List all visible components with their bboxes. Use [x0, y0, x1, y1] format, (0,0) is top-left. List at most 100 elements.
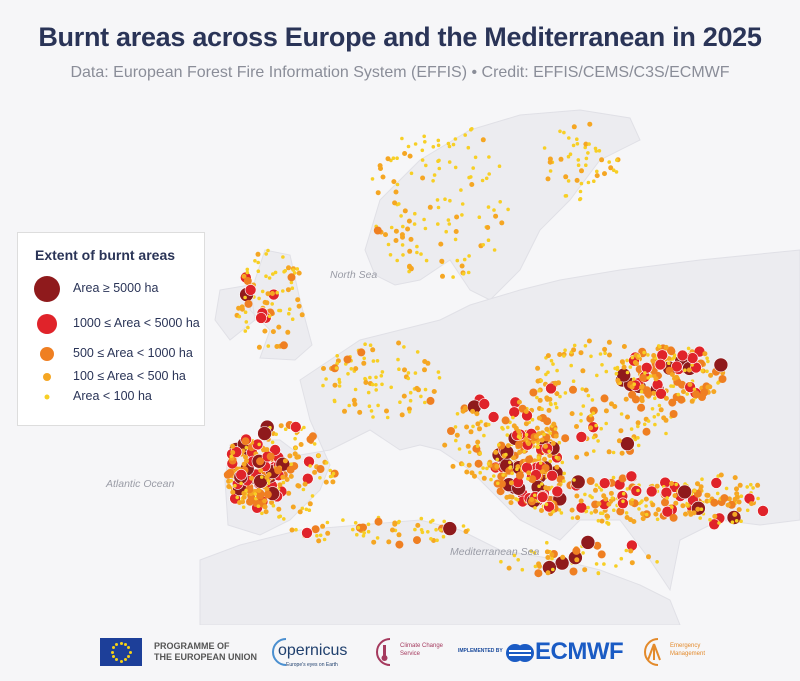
- fire-dot: [529, 549, 534, 553]
- fire-dot: [658, 345, 662, 349]
- fire-dot: [560, 460, 565, 465]
- fire-dot: [447, 222, 452, 226]
- fire-dot: [705, 356, 709, 361]
- fire-dot: [273, 270, 278, 275]
- fire-dot: [533, 493, 537, 498]
- fire-dot: [614, 170, 619, 174]
- fire-dot: [312, 469, 318, 475]
- fire-dot: [749, 501, 754, 507]
- fire-dot: [596, 518, 601, 523]
- fire-dot: [402, 367, 407, 373]
- fire-dot: [262, 447, 268, 453]
- fire-dot: [389, 385, 394, 390]
- fire-dot: [337, 384, 342, 388]
- fire-dot: [460, 462, 465, 467]
- page-subtitle: Data: European Forest Fire Information S…: [70, 64, 730, 81]
- fire-dot: [600, 363, 604, 367]
- fire-dot: [611, 168, 616, 172]
- fire-dot: [630, 355, 635, 360]
- fire-dot: [280, 474, 286, 480]
- fire-dot: [289, 462, 294, 467]
- fire-dot: [562, 354, 566, 358]
- fire-dot: [243, 277, 252, 285]
- fire-dot: [529, 388, 538, 397]
- fire-dot: [486, 422, 491, 427]
- fire-dot: [691, 510, 697, 516]
- fire-dot: [554, 455, 559, 460]
- fire-dot: [625, 370, 630, 375]
- fire-dot: [447, 427, 455, 435]
- fire-dot: [392, 200, 398, 206]
- fire-dot: [602, 171, 607, 177]
- fire-dot: [271, 503, 276, 508]
- fire-dot: [642, 350, 646, 355]
- fire-dot: [539, 437, 545, 443]
- fire-dot: [245, 270, 250, 275]
- fire-dot: [594, 149, 598, 153]
- fire-dot: [563, 174, 569, 180]
- fire-dot: [487, 411, 500, 423]
- fire-dot: [668, 398, 677, 407]
- c3s-logo: Climate Change Service: [372, 636, 443, 673]
- fire-dot: [485, 466, 489, 471]
- legend-item-5000: Area ≥ 5000 ha: [18, 276, 206, 302]
- fire-dot: [429, 537, 433, 541]
- fire-dot: [451, 142, 456, 147]
- fire-dot: [244, 320, 249, 324]
- fire-dot: [368, 343, 373, 348]
- fire-dot: [474, 411, 480, 417]
- fire-dot: [413, 371, 418, 375]
- fire-dot: [310, 494, 315, 498]
- fire-dot: [384, 408, 389, 414]
- fire-dot: [666, 356, 672, 362]
- fire-dot: [751, 486, 755, 490]
- fire-dot: [402, 151, 408, 156]
- fire-dot: [379, 374, 384, 378]
- fire-dot: [511, 423, 517, 429]
- fire-dot: [423, 226, 428, 231]
- fire-dot: [650, 358, 656, 364]
- fire-dot: [554, 464, 560, 470]
- fire-dot: [639, 373, 648, 382]
- fire-dot: [375, 190, 381, 196]
- fire-dot: [637, 403, 646, 412]
- fire-dot: [621, 499, 625, 504]
- ecmwf-wordmark: ECMWF: [535, 638, 624, 665]
- fire-dot: [264, 252, 269, 256]
- fire-dot: [389, 225, 394, 230]
- legend-swatch: [43, 373, 51, 381]
- fire-dot: [400, 136, 404, 141]
- fire-dot: [499, 559, 503, 564]
- fire-dot: [506, 565, 512, 571]
- fire-dot: [302, 425, 306, 430]
- fire-dot: [544, 549, 550, 555]
- fire-dot: [637, 507, 641, 511]
- fire-dot: [481, 466, 485, 470]
- fire-dot: [547, 449, 551, 454]
- fire-dot: [386, 539, 392, 545]
- fire-dot: [444, 229, 449, 234]
- fire-dot: [468, 429, 474, 435]
- fire-dot: [610, 496, 615, 500]
- fire-dot: [572, 546, 581, 555]
- fire-dot: [587, 142, 591, 146]
- fire-dot: [479, 419, 483, 424]
- fire-dot: [413, 527, 417, 532]
- fire-dot: [614, 564, 618, 568]
- fire-dot: [710, 477, 723, 489]
- fire-dot: [637, 354, 641, 358]
- fire-dot: [548, 459, 553, 464]
- fire-dot: [515, 467, 519, 472]
- fire-dot: [575, 431, 588, 443]
- fire-dot: [623, 396, 629, 402]
- fire-dot: [279, 341, 288, 350]
- fire-dot: [571, 379, 576, 384]
- fire-dot: [323, 479, 329, 485]
- fire-dot: [629, 427, 634, 431]
- fire-dot: [570, 516, 575, 520]
- fire-dot: [244, 299, 253, 308]
- fire-dot: [331, 471, 336, 476]
- fire-dot: [535, 445, 539, 449]
- legend-item-lt100: Area < 100 ha: [18, 387, 206, 407]
- fire-dot: [422, 134, 427, 139]
